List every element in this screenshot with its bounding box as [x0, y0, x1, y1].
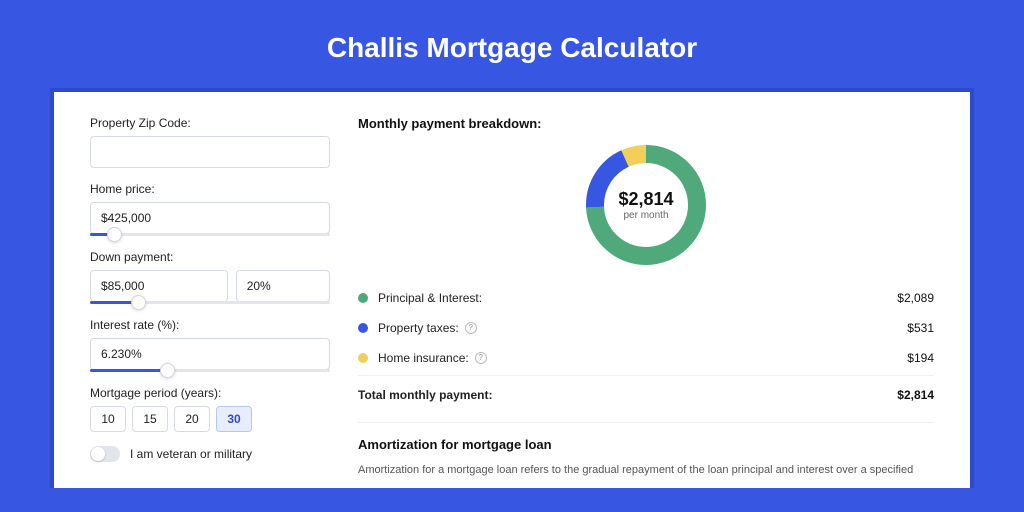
legend-value: $194 — [907, 351, 934, 365]
legend-label: Property taxes:? — [378, 321, 907, 335]
zip-label: Property Zip Code: — [90, 116, 330, 130]
legend-row-0: Principal & Interest:$2,089 — [358, 283, 934, 313]
mortgage-period-field: Mortgage period (years): 10152030 — [90, 386, 330, 432]
down-payment-field: Down payment: — [90, 250, 330, 304]
legend-label: Principal & Interest: — [378, 291, 897, 305]
legend-row-1: Property taxes:?$531 — [358, 313, 934, 343]
mortgage-period-label: Mortgage period (years): — [90, 386, 330, 400]
donut-center: $2,814 per month — [586, 145, 706, 265]
interest-rate-label: Interest rate (%): — [90, 318, 330, 332]
legend-label: Home insurance:? — [378, 351, 907, 365]
amortization-section: Amortization for mortgage loan Amortizat… — [358, 422, 934, 479]
period-option-15[interactable]: 15 — [132, 406, 168, 432]
total-label: Total monthly payment: — [358, 388, 897, 402]
amortization-title: Amortization for mortgage loan — [358, 437, 934, 452]
info-icon[interactable]: ? — [465, 322, 477, 334]
period-option-30[interactable]: 30 — [216, 406, 252, 432]
home-price-input[interactable] — [90, 202, 330, 234]
period-option-10[interactable]: 10 — [90, 406, 126, 432]
toggle-knob — [91, 447, 105, 461]
home-price-field: Home price: — [90, 182, 330, 236]
veteran-label: I am veteran or military — [130, 447, 252, 461]
interest-rate-slider[interactable] — [90, 369, 330, 372]
form-column: Property Zip Code: Home price: Down paym… — [90, 116, 330, 488]
home-price-slider[interactable] — [90, 233, 330, 236]
breakdown-column: Monthly payment breakdown: $2,814 per mo… — [358, 116, 934, 488]
zip-input[interactable] — [90, 136, 330, 168]
veteran-toggle-row: I am veteran or military — [90, 446, 330, 462]
donut-amount: $2,814 — [618, 189, 673, 210]
interest-rate-field: Interest rate (%): — [90, 318, 330, 372]
legend-dot — [358, 293, 368, 303]
page-title: Challis Mortgage Calculator — [50, 0, 974, 88]
period-option-20[interactable]: 20 — [174, 406, 210, 432]
interest-rate-input[interactable] — [90, 338, 330, 370]
donut-chart: $2,814 per month — [586, 145, 706, 265]
total-row: Total monthly payment: $2,814 — [358, 375, 934, 410]
total-value: $2,814 — [897, 388, 934, 402]
donut-chart-wrap: $2,814 per month — [358, 145, 934, 265]
legend-dot — [358, 323, 368, 333]
calculator-card: Property Zip Code: Home price: Down paym… — [50, 88, 974, 488]
amortization-text: Amortization for a mortgage loan refers … — [358, 462, 934, 479]
info-icon[interactable]: ? — [475, 352, 487, 364]
down-payment-label: Down payment: — [90, 250, 330, 264]
legend-value: $531 — [907, 321, 934, 335]
down-payment-amount-input[interactable] — [90, 270, 228, 302]
legend-row-2: Home insurance:?$194 — [358, 343, 934, 373]
veteran-toggle[interactable] — [90, 446, 120, 462]
home-price-label: Home price: — [90, 182, 330, 196]
zip-field: Property Zip Code: — [90, 116, 330, 168]
donut-sub: per month — [623, 210, 668, 221]
down-payment-slider[interactable] — [90, 301, 330, 304]
legend-dot — [358, 353, 368, 363]
down-payment-percent-input[interactable] — [236, 270, 330, 302]
legend-value: $2,089 — [897, 291, 934, 305]
breakdown-title: Monthly payment breakdown: — [358, 116, 934, 131]
